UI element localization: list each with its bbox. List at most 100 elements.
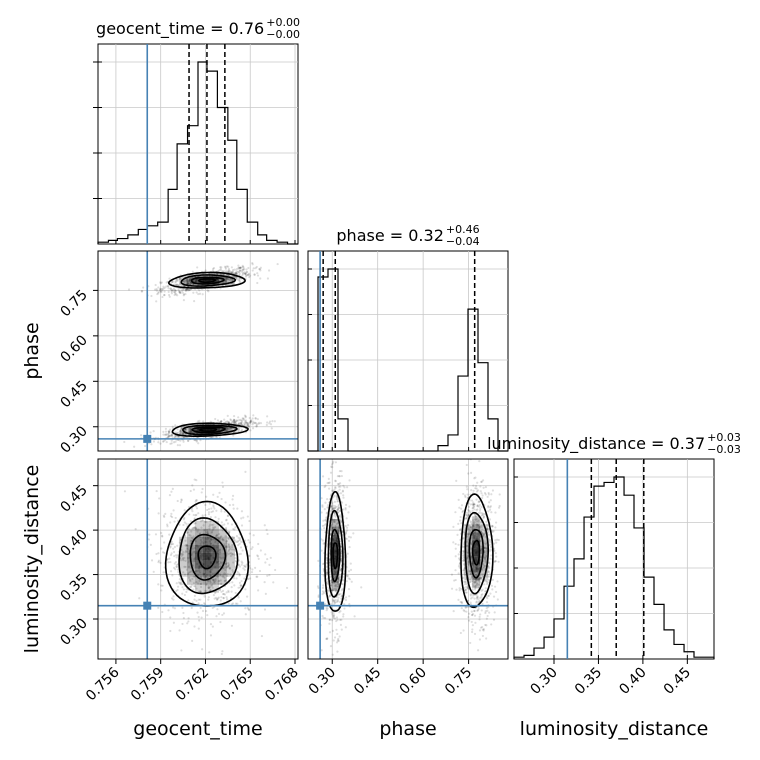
sample-point [230,271,233,274]
sample-point [476,524,479,527]
sample-point [190,431,193,434]
sample-point [186,280,189,284]
sample-point [487,491,490,495]
sample-point [336,585,339,588]
sample-point [206,613,209,617]
sample-point [187,282,190,285]
density-cell [226,276,235,285]
sample-point [474,586,477,590]
sample-point [197,528,200,531]
sample-point [350,661,352,663]
sample-point [469,571,472,574]
sample-point [189,430,192,433]
sample-point [214,577,217,581]
sample-point [487,570,490,573]
sample-point [224,277,227,280]
sample-point [492,618,496,621]
sample-point [191,276,194,279]
sample-point [254,566,257,569]
sample-point [201,514,204,517]
sample-point [337,506,341,509]
sample-point [474,514,477,517]
panel-clip [98,251,298,451]
sample-point [235,276,238,279]
sample-point [472,662,474,664]
sample-point [256,274,260,277]
sample-point [344,532,347,535]
sample-point [227,421,231,425]
sample-point [473,581,476,584]
sample-point [254,267,257,270]
sample-point [246,606,249,610]
sample-point [237,596,240,599]
sample-point [460,504,464,507]
contour-line [324,490,347,612]
sample-point [178,284,181,287]
sample-point [472,502,476,506]
sample-point [457,498,460,501]
sample-point [488,561,491,564]
sample-point [225,429,228,432]
sample-point [333,602,336,605]
sample-point [467,509,470,512]
sample-point [471,582,474,586]
sample-point [465,588,468,591]
sample-point [325,578,328,581]
sample-point [141,290,144,293]
sample-point [200,540,203,543]
sample-point [241,274,244,277]
sample-point [207,584,210,588]
sample-point [180,498,183,501]
sample-point [195,569,198,572]
sample-point [193,517,196,520]
sample-point [179,430,182,433]
sample-point [254,421,257,425]
sample-point [331,519,335,522]
sample-point [243,568,246,571]
sample-point [180,289,184,292]
sample-point [189,534,192,537]
sample-point [192,513,195,517]
sample-point [471,509,474,512]
sample-point [201,519,204,522]
sample-point [179,278,182,281]
sample-point [469,526,472,529]
sample-point [170,434,173,437]
sample-point [469,551,473,555]
sample-point [337,577,340,581]
sample-point [237,416,240,419]
sample-point [336,580,339,583]
sample-point [184,565,187,569]
sample-point [227,564,230,567]
sample-point [182,550,185,554]
sample-point [216,575,219,578]
sample-point [344,598,348,602]
sample-point [178,578,181,581]
sample-point [481,634,484,638]
sample-point [170,289,174,292]
sample-point [230,586,233,589]
sample-point [188,277,192,281]
y-tick-label: 0.30 [57,423,90,456]
sample-point [337,593,340,596]
sample-point [192,527,195,530]
sample-point [464,583,467,586]
sample-point [246,273,250,277]
sample-point [463,494,467,497]
sample-point [333,500,337,503]
sample-point [238,272,241,275]
sample-point [321,475,325,478]
sample-point [236,570,239,574]
sample-point [190,430,194,433]
contour-line [191,426,226,434]
sample-point [336,650,339,653]
sample-point [211,510,215,513]
sample-point [224,501,227,504]
sample-point [473,508,476,511]
sample-point [334,585,338,588]
density-cell [210,576,219,585]
sample-point [349,536,352,539]
sample-point [162,285,165,288]
sample-point [170,433,174,437]
sample-point [183,279,187,282]
